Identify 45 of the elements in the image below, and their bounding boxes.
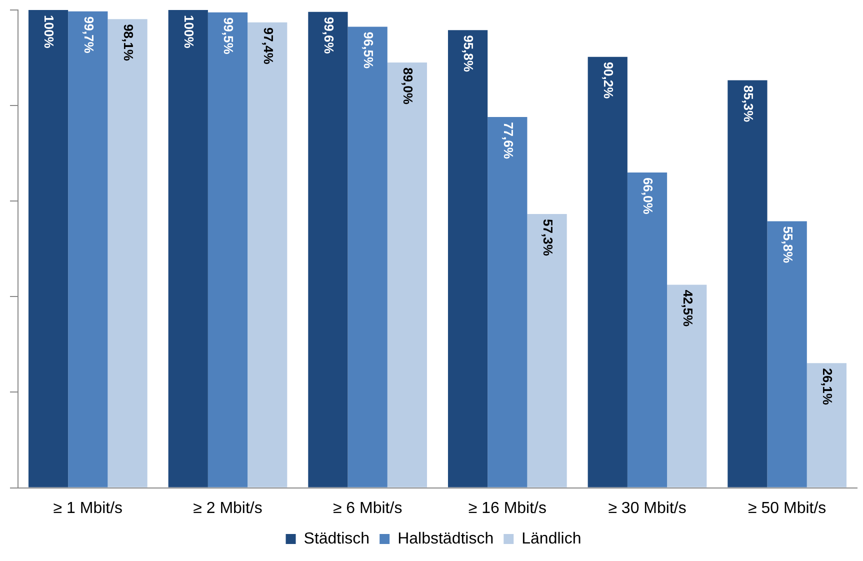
- bar: [588, 56, 628, 488]
- bar: [387, 62, 428, 488]
- data-label: 57,3%: [540, 219, 556, 256]
- bar: [248, 22, 288, 488]
- bar: [68, 11, 108, 488]
- x-tick-label: ≥ 2 Mbit/s: [193, 500, 262, 517]
- x-tick-label: ≥ 16 Mbit/s: [468, 500, 546, 517]
- x-tick-label: ≥ 1 Mbit/s: [53, 500, 123, 517]
- bar: [767, 221, 807, 488]
- x-tick-label: ≥ 30 Mbit/s: [608, 500, 686, 517]
- bar: [208, 12, 248, 488]
- x-tick-label: ≥ 50 Mbit/s: [748, 500, 826, 517]
- bar: [448, 30, 488, 488]
- data-label: 77,6%: [500, 122, 516, 160]
- bar: [667, 284, 707, 488]
- data-label: 96,5%: [361, 32, 376, 70]
- data-label: 66,0%: [640, 177, 656, 215]
- data-label: 90,2%: [601, 62, 616, 100]
- bar: [527, 214, 567, 488]
- data-label: 26,1%: [820, 368, 836, 406]
- data-label: 42,5%: [680, 290, 696, 328]
- bar: [168, 10, 208, 488]
- data-label: 89,0%: [400, 68, 416, 105]
- legend-label: Ländlich: [522, 530, 582, 548]
- data-label: 95,8%: [461, 35, 476, 72]
- data-label: 97,4%: [260, 27, 276, 65]
- legend-label: Städtisch: [304, 530, 370, 548]
- legend-label: Halbstädtisch: [398, 530, 494, 548]
- data-label: 99,7%: [81, 16, 96, 54]
- bar: [488, 117, 528, 488]
- bar: [28, 10, 68, 488]
- data-label: 100%: [182, 15, 197, 49]
- bar: [728, 80, 768, 488]
- data-label: 55,8%: [780, 226, 796, 264]
- bar: [627, 172, 668, 488]
- data-label: 99,5%: [221, 17, 236, 55]
- data-label: 99,6%: [321, 16, 336, 54]
- data-label: 98,1%: [120, 24, 136, 62]
- x-tick-label: ≥ 6 Mbit/s: [332, 500, 402, 517]
- data-label: 85,3%: [740, 85, 756, 123]
- data-label: 100%: [42, 15, 57, 49]
- bar: [108, 19, 148, 488]
- bar: [308, 12, 348, 488]
- bar: [806, 363, 847, 488]
- bar: [348, 26, 388, 488]
